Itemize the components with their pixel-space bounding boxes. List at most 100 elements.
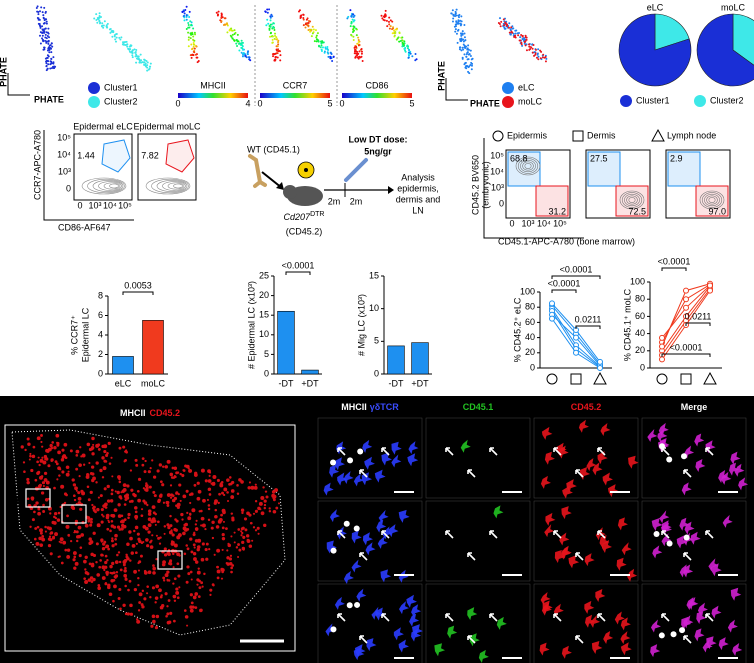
cell-dot bbox=[189, 20, 192, 23]
cell-dot bbox=[71, 478, 75, 482]
cell-dot bbox=[326, 45, 329, 48]
cell-dot bbox=[353, 14, 356, 17]
cell-dot bbox=[221, 508, 226, 513]
cell-dot bbox=[99, 468, 103, 473]
cell-dot bbox=[120, 527, 124, 531]
cell-dot bbox=[111, 35, 114, 38]
cell-blob bbox=[652, 545, 663, 559]
cell-blob bbox=[391, 441, 402, 455]
cell-dot bbox=[307, 24, 310, 27]
cell-dot bbox=[50, 531, 54, 535]
cell-dot bbox=[184, 615, 189, 619]
cell-blob bbox=[561, 506, 572, 520]
data-point bbox=[659, 343, 665, 350]
cell-dot bbox=[123, 518, 127, 522]
cell-dot bbox=[122, 43, 125, 46]
flow-plot bbox=[585, 149, 651, 219]
cell-dot bbox=[192, 45, 195, 48]
cell-dot bbox=[39, 531, 43, 535]
cell-dot bbox=[100, 25, 103, 28]
cell-dot bbox=[46, 31, 49, 34]
cell-dot bbox=[226, 556, 230, 560]
cell-dot bbox=[182, 9, 185, 12]
cell-dot bbox=[514, 32, 517, 35]
cell-dot bbox=[133, 569, 137, 574]
cell-blob bbox=[540, 475, 551, 489]
contour bbox=[145, 177, 191, 195]
cell-dot bbox=[169, 562, 173, 566]
cell-dot bbox=[131, 54, 134, 57]
cell-dot bbox=[95, 461, 99, 465]
image-frame bbox=[4, 424, 296, 652]
cell-dot bbox=[47, 39, 50, 42]
legend-label: Cluster1 bbox=[636, 95, 670, 105]
cell-dot bbox=[196, 481, 200, 485]
cell-dot bbox=[321, 46, 324, 49]
cell-dot bbox=[48, 51, 51, 54]
cell-blob bbox=[554, 550, 565, 564]
cell-dot bbox=[236, 44, 239, 47]
cell-dot bbox=[47, 55, 50, 58]
cell-dot bbox=[110, 579, 114, 583]
cell-dot bbox=[241, 540, 245, 545]
cell-dot bbox=[200, 468, 205, 473]
cell-dot bbox=[41, 481, 46, 485]
cell-dot bbox=[123, 573, 128, 578]
cell-blob bbox=[393, 627, 404, 641]
cell-dot bbox=[196, 583, 199, 586]
cell-dot bbox=[45, 480, 50, 485]
inset-label: 3 bbox=[147, 556, 152, 566]
cell-dot bbox=[238, 42, 241, 45]
cell-dot bbox=[124, 584, 127, 588]
cell-dot bbox=[236, 33, 239, 36]
cell-dot bbox=[194, 539, 199, 543]
cell-dot bbox=[47, 537, 52, 541]
cell-dot bbox=[459, 46, 462, 49]
cell-dot bbox=[39, 528, 43, 533]
cell-dot bbox=[463, 46, 466, 49]
cell-blob bbox=[650, 619, 661, 633]
cell-dot bbox=[86, 485, 90, 489]
cell-dot bbox=[190, 578, 193, 581]
cell-dot bbox=[352, 13, 355, 16]
cell-dot bbox=[534, 53, 537, 56]
cell-blob bbox=[377, 535, 388, 549]
cell-blob bbox=[356, 588, 367, 602]
cell-dot bbox=[141, 589, 145, 593]
cell-dot bbox=[104, 554, 108, 558]
cell-dot bbox=[193, 546, 196, 549]
arrow bbox=[359, 635, 368, 644]
cell-dot bbox=[100, 540, 103, 543]
cell-dot bbox=[304, 26, 307, 29]
cell-dot bbox=[60, 484, 65, 489]
cell-dot bbox=[315, 34, 318, 37]
cell-dot bbox=[72, 529, 77, 534]
cell-blob bbox=[391, 454, 402, 468]
cell-dot bbox=[407, 52, 410, 55]
cell-dot bbox=[393, 35, 396, 38]
cell-blob bbox=[496, 616, 507, 630]
cell-dot bbox=[109, 529, 112, 533]
cell-dot bbox=[64, 548, 68, 552]
cell-blob bbox=[411, 604, 422, 618]
cell-dot bbox=[119, 38, 122, 41]
tick-label: 10³ bbox=[521, 218, 534, 228]
cell-dot bbox=[164, 573, 169, 578]
cell-blob bbox=[353, 473, 364, 487]
cell-blob bbox=[544, 524, 555, 538]
cell-dot bbox=[79, 507, 83, 511]
cell-dot bbox=[356, 51, 359, 54]
cell-dot bbox=[159, 605, 164, 610]
cell-dot bbox=[198, 510, 201, 513]
cell-dot bbox=[92, 476, 96, 481]
cell-dot bbox=[33, 510, 36, 514]
analysis-label: Analysis bbox=[401, 172, 435, 182]
cell-dot bbox=[463, 32, 466, 35]
cell-dot bbox=[462, 48, 465, 51]
cell-dot bbox=[398, 32, 401, 35]
cell-dot bbox=[136, 489, 140, 493]
cell-dot bbox=[221, 532, 225, 537]
cell-dot bbox=[388, 23, 391, 26]
cell-dot bbox=[118, 560, 122, 564]
contour bbox=[520, 159, 536, 173]
